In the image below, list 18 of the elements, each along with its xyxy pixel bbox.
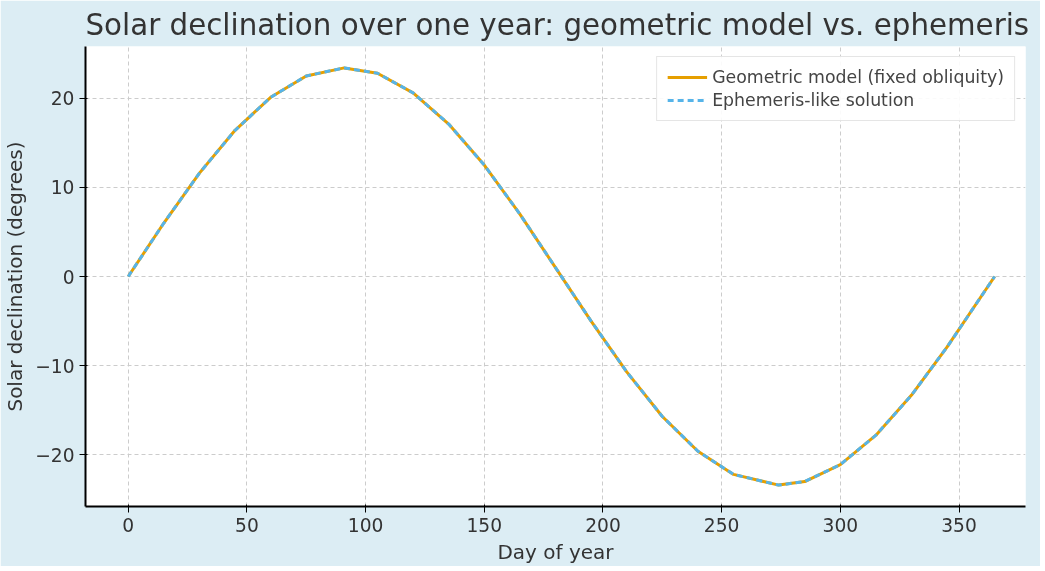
y-axis-title: Solar declination (degrees) xyxy=(3,141,28,412)
y-tick-label: −10 xyxy=(35,355,75,377)
x-tick-label: 200 xyxy=(585,514,621,536)
y-tick-label: 10 xyxy=(50,177,75,199)
x-tick-label: 250 xyxy=(703,514,740,536)
x-tick-label: 150 xyxy=(466,514,503,536)
x-axis-title: Day of year xyxy=(497,539,615,564)
y-tick-label: −20 xyxy=(35,444,75,466)
y-tick-label: 20 xyxy=(50,88,75,110)
x-tick-label: 100 xyxy=(347,514,384,536)
x-tick-label: 0 xyxy=(122,514,135,536)
legend-label: Ephemeris-like solution xyxy=(712,90,915,110)
chart-title: Solar declination over one year: geometric model vs. ephemeris xyxy=(85,7,1030,42)
x-tick-label: 350 xyxy=(941,514,977,536)
legend-label: Geometric model (fixed obliquity) xyxy=(712,67,1004,87)
x-tick-label: 300 xyxy=(822,514,859,536)
y-tick-label: 0 xyxy=(62,266,75,288)
x-tick-label: 50 xyxy=(235,514,259,536)
